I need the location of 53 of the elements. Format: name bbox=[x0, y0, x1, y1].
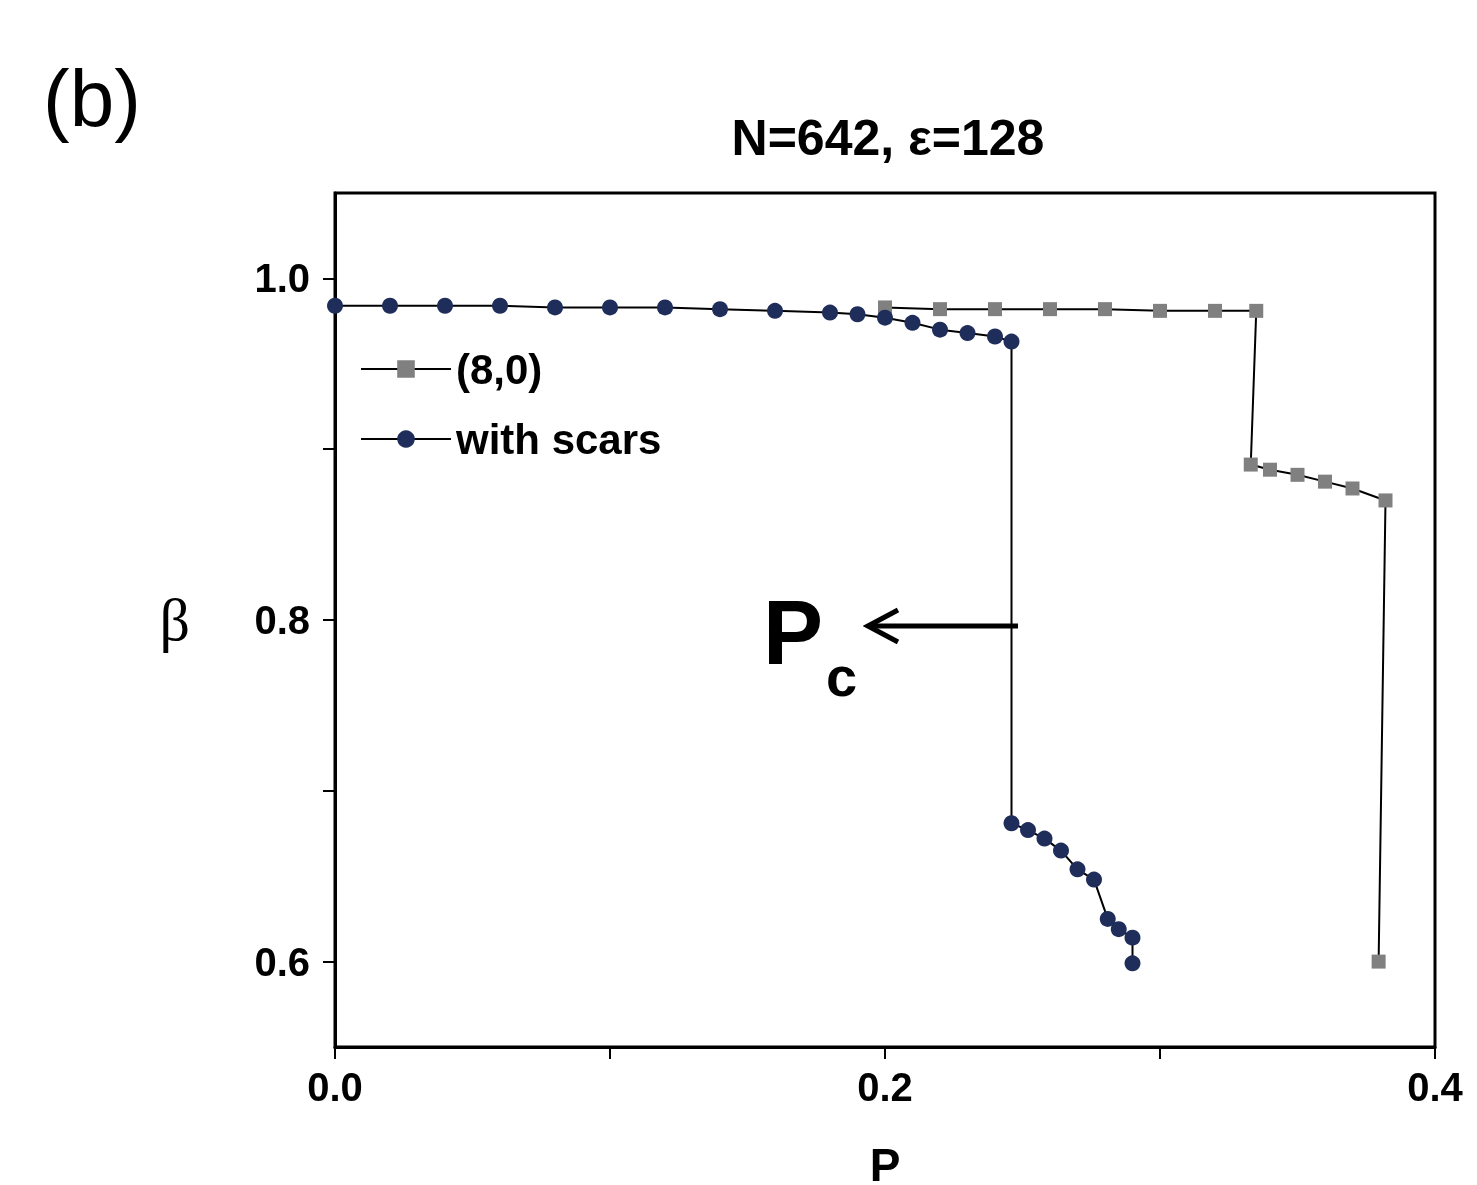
point bbox=[1099, 910, 1116, 927]
point bbox=[1153, 303, 1167, 318]
point bbox=[959, 325, 976, 342]
point bbox=[1124, 955, 1141, 972]
point bbox=[987, 328, 1003, 345]
point bbox=[1053, 842, 1069, 859]
point bbox=[1036, 830, 1053, 847]
x-tick-label: 0.2 bbox=[857, 1065, 913, 1109]
x-axis-title: P bbox=[869, 1139, 901, 1185]
point bbox=[602, 299, 618, 316]
legend-label: (8,0) bbox=[456, 345, 543, 393]
text: (b) bbox=[43, 53, 141, 143]
y-tick-label: 1.0 bbox=[254, 256, 310, 301]
point bbox=[1263, 462, 1277, 477]
point bbox=[712, 301, 728, 318]
point bbox=[1098, 302, 1112, 317]
point bbox=[492, 297, 508, 314]
point bbox=[1124, 929, 1141, 946]
point bbox=[932, 321, 948, 338]
point bbox=[933, 302, 947, 317]
point bbox=[822, 304, 838, 321]
point bbox=[1318, 474, 1332, 489]
x-tick-label: 0.0 bbox=[307, 1065, 363, 1109]
point bbox=[1378, 493, 1393, 508]
point bbox=[437, 297, 453, 314]
point bbox=[1110, 921, 1127, 938]
point bbox=[1345, 481, 1360, 496]
y-axis-title: β bbox=[159, 587, 190, 653]
point bbox=[1249, 303, 1264, 318]
x-tick-label: 0.4 bbox=[1407, 1065, 1464, 1109]
point bbox=[547, 299, 563, 316]
point bbox=[1020, 822, 1036, 839]
point bbox=[1069, 861, 1086, 878]
point bbox=[904, 314, 921, 331]
point bbox=[988, 302, 1002, 317]
point bbox=[657, 299, 673, 316]
point bbox=[1086, 871, 1102, 888]
y-tick-label: 0.8 bbox=[254, 598, 310, 642]
point bbox=[877, 309, 893, 326]
point bbox=[382, 297, 398, 314]
point bbox=[327, 297, 343, 314]
point bbox=[1208, 303, 1222, 318]
point bbox=[767, 302, 783, 319]
point bbox=[1043, 302, 1057, 317]
point bbox=[1003, 815, 1020, 832]
point bbox=[1243, 457, 1258, 472]
chart-title: N=642, ε=128 bbox=[731, 110, 1045, 166]
point bbox=[1003, 333, 1020, 350]
legend-label: with scars bbox=[455, 415, 662, 463]
point bbox=[1290, 467, 1305, 482]
y-tick-label: 0.6 bbox=[254, 939, 310, 984]
point bbox=[1371, 954, 1386, 969]
point bbox=[849, 306, 866, 323]
